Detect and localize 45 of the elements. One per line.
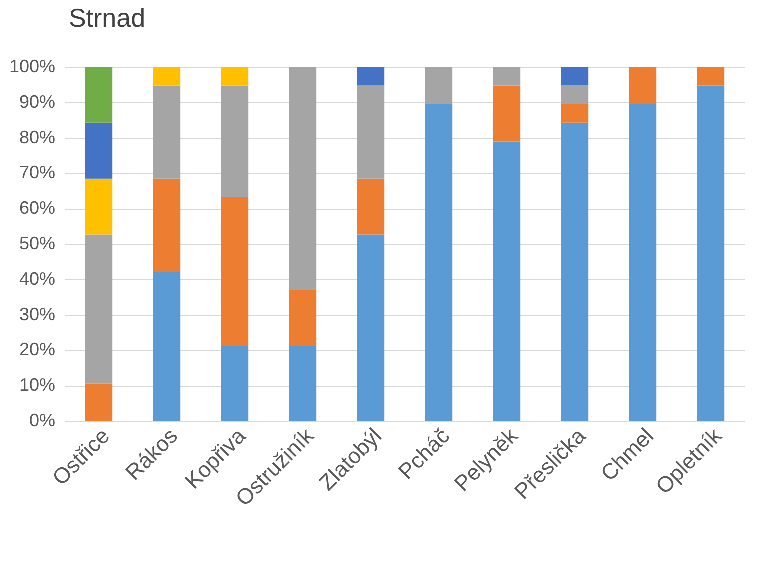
bar (697, 86, 725, 421)
bar (221, 197, 249, 346)
bar (85, 178, 113, 235)
bar (85, 122, 113, 179)
bar (629, 104, 657, 421)
y-tick-label: 90% (19, 92, 56, 112)
bar (85, 384, 113, 421)
bar (289, 67, 317, 290)
bar (493, 86, 521, 142)
chart-title: Strnad (68, 3, 146, 33)
bar (85, 67, 113, 123)
bar (357, 67, 385, 86)
bar (493, 67, 521, 86)
bar (153, 272, 181, 421)
y-tick-label: 0% (29, 410, 56, 430)
y-tick-label: 40% (19, 268, 56, 289)
bar (153, 86, 181, 179)
y-tick-label: 30% (19, 304, 56, 324)
bar (289, 290, 317, 346)
bar (561, 122, 589, 421)
y-tick-label: 60% (19, 198, 56, 218)
bar (561, 67, 589, 86)
bar (561, 104, 589, 123)
bar (493, 142, 521, 421)
bar (697, 67, 725, 86)
bar (629, 67, 657, 104)
bar (153, 178, 181, 272)
y-tick-label: 80% (19, 127, 56, 148)
bar (425, 67, 453, 104)
y-tick-label: 10% (19, 375, 56, 396)
bar (221, 67, 249, 86)
bar (221, 346, 249, 421)
y-tick-label: 20% (19, 340, 56, 360)
bar (289, 346, 317, 421)
bar (221, 86, 249, 198)
bar (85, 234, 113, 384)
bar (561, 85, 589, 104)
y-tick-label: 50% (19, 234, 56, 254)
y-tick-label: 70% (19, 162, 56, 183)
bar (425, 104, 453, 421)
y-tick-label: 100% (9, 56, 56, 76)
bar (357, 178, 385, 235)
bar (357, 234, 385, 421)
bar (153, 67, 181, 86)
bar (357, 86, 385, 179)
